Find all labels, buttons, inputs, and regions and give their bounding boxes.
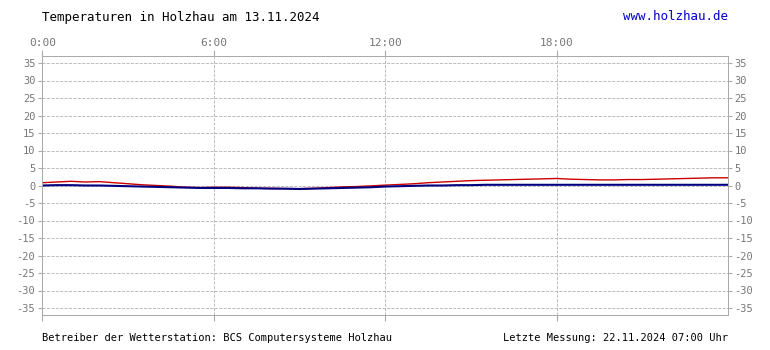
Text: Betreiber der Wetterstation: BCS Computersysteme Holzhau: Betreiber der Wetterstation: BCS Compute…: [42, 333, 393, 343]
Text: Temperaturen in Holzhau am 13.11.2024: Temperaturen in Holzhau am 13.11.2024: [42, 10, 320, 23]
Text: Letzte Messung: 22.11.2024 07:00 Uhr: Letzte Messung: 22.11.2024 07:00 Uhr: [503, 333, 728, 343]
Text: www.holzhau.de: www.holzhau.de: [623, 10, 728, 23]
